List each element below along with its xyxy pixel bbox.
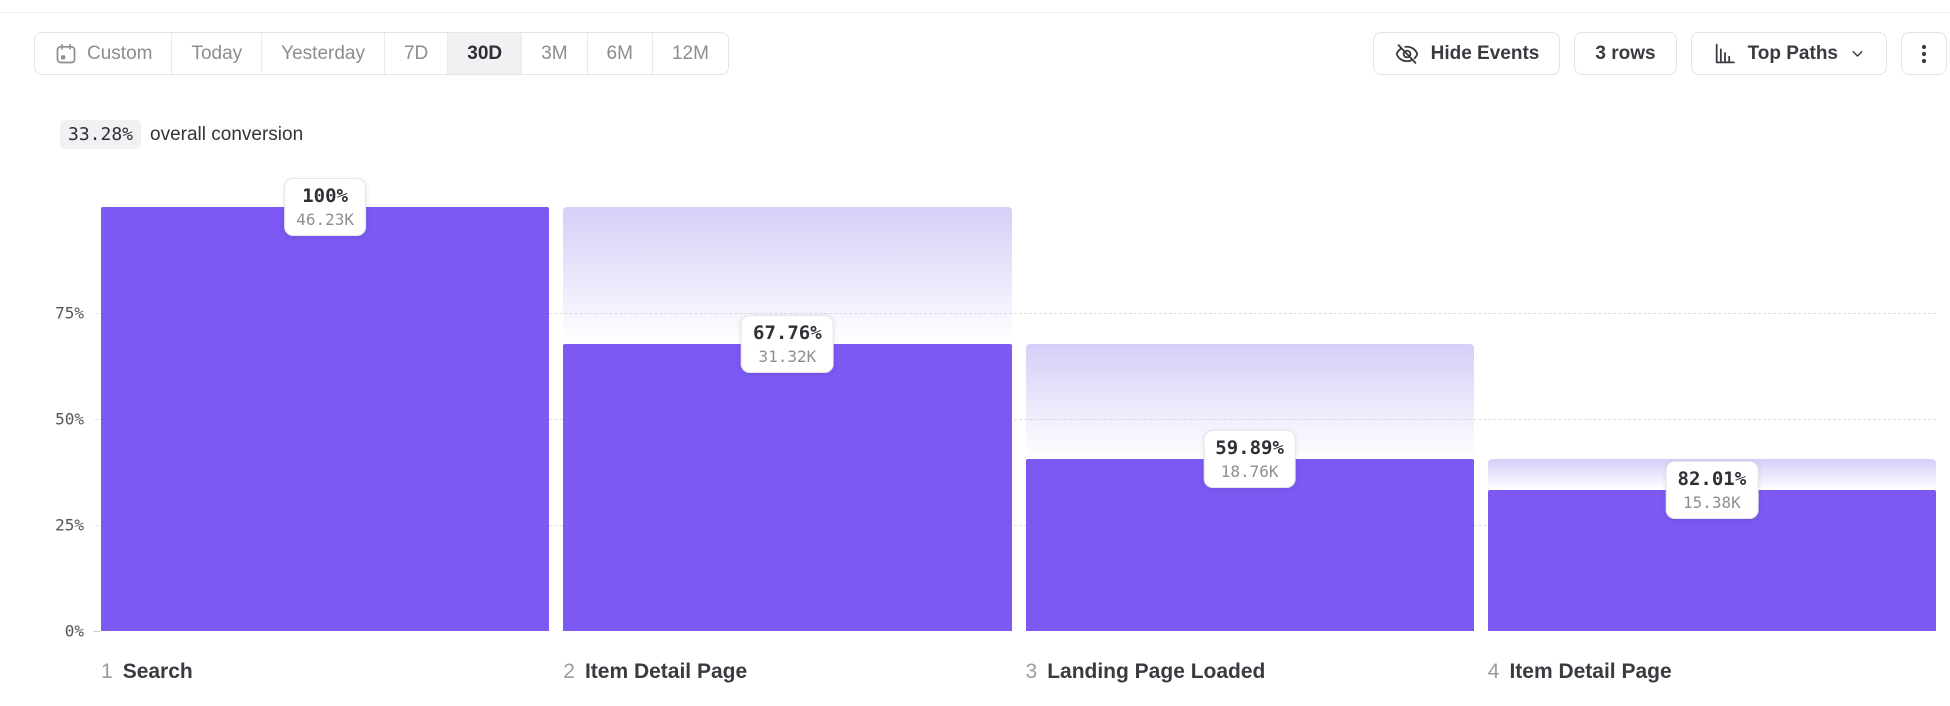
step-name: Landing Page Loaded: [1047, 660, 1266, 683]
y-axis-label: 25%: [55, 515, 84, 535]
toolbar: Custom Today Yesterday 7D 30D 3M 6M 12M Hide Ev…: [0, 32, 1950, 75]
more-options-button[interactable]: [1901, 32, 1947, 75]
funnel-bar-step-2[interactable]: [563, 343, 1012, 631]
funnel-bar-step-1[interactable]: [101, 207, 550, 631]
hide-events-label: Hide Events: [1430, 42, 1540, 64]
bar-value-tooltip-step-2: 67.76% 31.32K: [741, 314, 834, 373]
step-label-4: 4 Item Detail Page: [1488, 660, 1672, 684]
overall-conversion: 33.28% overall conversion: [60, 120, 303, 149]
conversion-percent: 67.76%: [753, 321, 822, 344]
bar-value-tooltip-step-1: 100% 46.23K: [284, 178, 367, 236]
date-range-label: Custom: [87, 42, 153, 64]
gridline-50%: [95, 419, 1936, 420]
date-range-selector: Custom Today Yesterday 7D 30D 3M 6M 12M: [34, 32, 729, 75]
date-range-3m[interactable]: 3M: [522, 33, 588, 74]
date-range-yesterday[interactable]: Yesterday: [262, 33, 385, 74]
step-label-2: 2 Item Detail Page: [563, 660, 747, 684]
gridline-75%: [95, 313, 1936, 314]
chevron-down-icon: [1849, 45, 1866, 62]
overall-conversion-label: overall conversion: [150, 123, 304, 145]
date-range-label: Today: [191, 42, 243, 64]
conversion-percent: 82.01%: [1677, 467, 1747, 490]
y-axis-label: 0%: [64, 621, 84, 641]
conversion-count: 18.76K: [1220, 461, 1279, 481]
rows-label: 3 rows: [1595, 42, 1656, 64]
top-paths-label: Top Paths: [1747, 42, 1838, 64]
date-range-30d[interactable]: 30D: [448, 33, 523, 74]
step-number: 3: [1025, 660, 1038, 683]
step-name: Search: [122, 660, 193, 683]
header-divider: [0, 12, 1950, 13]
step-label-3: 3 Landing Page Loaded: [1026, 660, 1266, 684]
step-name: Item Detail Page: [1509, 660, 1672, 683]
conversion-count: 46.23K: [296, 210, 355, 229]
rows-button[interactable]: 3 rows: [1574, 32, 1677, 75]
bar-value-tooltip-step-4: 82.01% 15.38K: [1665, 460, 1759, 519]
bar-chart-icon: [1712, 41, 1737, 66]
conversion-count: 31.32K: [758, 346, 817, 366]
date-range-12m[interactable]: 12M: [652, 33, 728, 74]
date-range-label: Yesterday: [281, 42, 365, 64]
y-axis-label: 75%: [55, 303, 84, 323]
overall-conversion-value: 33.28%: [60, 120, 142, 149]
date-range-label: 7D: [403, 42, 429, 64]
date-range-7d[interactable]: 7D: [384, 33, 449, 74]
gridline-25%: [95, 525, 1936, 526]
hide-events-button[interactable]: Hide Events: [1372, 32, 1561, 75]
date-range-label: 30D: [467, 42, 503, 64]
conversion-percent: 100%: [302, 185, 349, 207]
date-range-6m[interactable]: 6M: [587, 33, 653, 74]
date-range-label: 6M: [606, 42, 633, 64]
step-name: Item Detail Page: [584, 660, 748, 683]
y-axis-label: 50%: [55, 409, 84, 429]
bar-value-tooltip-step-3: 59.89% 18.76K: [1203, 429, 1296, 488]
date-range-label: 3M: [541, 42, 568, 64]
toolbar-actions: Hide Events 3 rows Top Paths: [1372, 32, 1947, 75]
kebab-menu-icon: [1912, 42, 1936, 66]
calendar-icon: [54, 42, 78, 66]
eye-off-icon: [1394, 41, 1420, 67]
step-number: 4: [1487, 660, 1500, 683]
date-range-today[interactable]: Today: [172, 33, 263, 74]
step-number: 1: [101, 660, 113, 683]
date-range-label: 12M: [671, 42, 709, 64]
axis-tick-0: [93, 631, 101, 632]
conversion-percent: 59.89%: [1215, 436, 1284, 459]
top-paths-button[interactable]: Top Paths: [1690, 32, 1887, 75]
step-number: 2: [563, 660, 575, 683]
conversion-count: 15.38K: [1682, 492, 1741, 512]
step-label-1: 1 Search: [101, 660, 193, 684]
date-range-custom[interactable]: Custom: [35, 33, 173, 74]
